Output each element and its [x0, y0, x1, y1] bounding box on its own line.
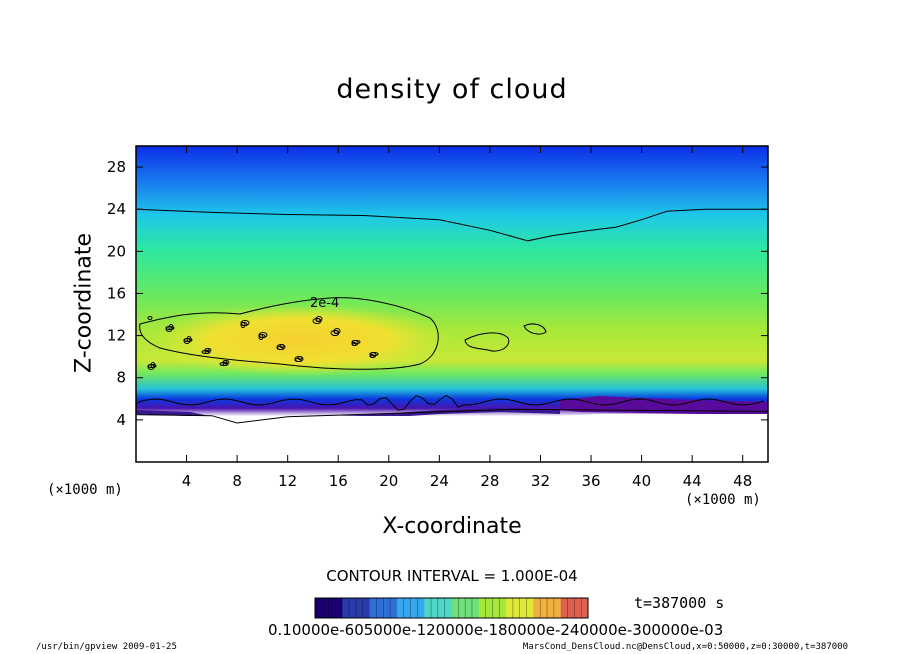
colorbar-segment [533, 598, 562, 618]
x-tick-label: 32 [531, 472, 550, 490]
contour-blob [333, 328, 341, 334]
x-tick-label: 48 [733, 472, 752, 490]
contour-cloud-tiny [523, 323, 547, 335]
contour-blob [258, 332, 268, 338]
contour-cloud-small [464, 332, 510, 352]
x-tick-label: 20 [379, 472, 398, 490]
colorbar-labels: 0.10000e-605000e-120000e-180000e-240000e… [268, 621, 724, 639]
footer-source: MarsCond_DensCloud.nc@DensCloud,x=0:5000… [522, 642, 848, 652]
x-unit-label-right: (×1000 m) [685, 492, 761, 508]
x-tick-label: 24 [430, 472, 449, 490]
plot-frame [135, 145, 769, 463]
x-tick-label: 28 [480, 472, 499, 490]
contour-blob [222, 360, 230, 364]
footer-program-date: /usr/bin/gpview 2009-01-25 [36, 642, 177, 652]
y-tick-label: 24 [107, 200, 126, 218]
y-axis: 4 8 12 16 20 24 28 [107, 158, 768, 429]
x-tick-label: 8 [232, 472, 242, 490]
contour-blob [240, 320, 250, 326]
x-tick-label: 4 [182, 472, 192, 490]
x-tick-label: 44 [683, 472, 702, 490]
contour-blob [369, 352, 379, 356]
contour-label: 2e-4 [310, 296, 339, 311]
x-axis-label: X-coordinate [382, 514, 522, 539]
x-tick-label: 16 [329, 472, 348, 490]
y-tick-label: 16 [107, 284, 126, 302]
y-tick-label: 12 [107, 327, 126, 345]
x-axis: 4 8 12 16 20 24 28 32 36 40 44 48 [182, 146, 752, 490]
contour-blob [168, 324, 174, 330]
contour-blob [204, 348, 212, 352]
cloud-core [150, 304, 450, 376]
y-tick-label: 8 [116, 369, 126, 387]
contour-upper [136, 208, 768, 242]
contour-blob [150, 362, 156, 368]
contour-blob [186, 336, 192, 342]
contour-blob [279, 344, 285, 348]
contour-blob [147, 316, 153, 320]
colorbar [314, 597, 589, 619]
contour-lines [136, 208, 768, 424]
contour-base [136, 408, 768, 424]
time-label: t=387000 s [634, 594, 725, 612]
y-tick-label: 4 [116, 411, 126, 429]
x-tick-label: 36 [581, 472, 600, 490]
contour-base-wavy [136, 394, 765, 411]
x-tick-label: 12 [278, 472, 297, 490]
y-axis-label: Z-coordinate [71, 233, 97, 373]
contour-interval-text: CONTOUR INTERVAL = 1.000E-04 [326, 567, 578, 585]
contour-blob [297, 356, 303, 360]
contour-blob [315, 316, 323, 322]
y-tick-label: 28 [107, 158, 126, 176]
x-tick-label: 40 [632, 472, 651, 490]
x-unit-label: (×1000 m) [47, 482, 123, 498]
contour-cloud-main [139, 297, 439, 370]
y-tick-label: 20 [107, 242, 126, 260]
chart-title: density of cloud [336, 74, 568, 105]
contour-blob [351, 340, 361, 344]
purple-base-band [560, 396, 768, 414]
